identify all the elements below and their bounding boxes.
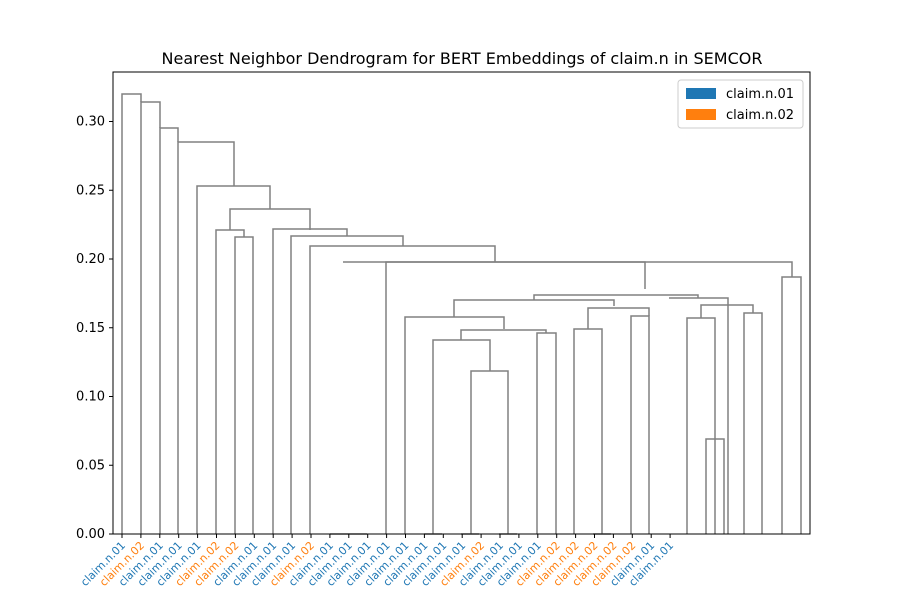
y-tick-label: 0.10: [76, 390, 105, 405]
y-tick-label: 0.05: [76, 458, 105, 473]
dendrogram-link: [470, 370, 509, 534]
dendrogram-link: [196, 185, 271, 534]
plot-area: [112, 71, 811, 535]
dendrogram-link: [177, 141, 235, 534]
dendrogram-link: [121, 93, 142, 534]
dendrogram-link: [587, 307, 650, 329]
dendrogram-link: [234, 236, 254, 534]
dendrogram-link: [140, 101, 161, 534]
dendrogram-link: [385, 261, 646, 534]
dendrogram-link: [743, 312, 763, 534]
legend-swatch: [686, 88, 716, 99]
dendrogram-link: [159, 127, 179, 534]
dendrogram-link: [630, 315, 650, 534]
legend-label: claim.n.01: [726, 87, 794, 102]
legend-label: claim.n.02: [726, 108, 794, 123]
dendrogram-link: [705, 438, 725, 534]
chart-title: Nearest Neighbor Dendrogram for BERT Emb…: [162, 49, 763, 68]
dendrogram-link: [460, 329, 547, 340]
y-tick-label: 0.30: [76, 115, 105, 130]
plot-frame: [112, 71, 811, 535]
legend: claim.n.01 claim.n.02: [677, 79, 804, 129]
y-tick-label: 0.25: [76, 183, 105, 198]
dendrogram-link: [669, 297, 729, 534]
dendrogram-link: [229, 208, 311, 230]
dendrogram-link: [700, 304, 754, 318]
dendrogram-link: [309, 245, 496, 534]
dendrogram-link: [290, 235, 404, 534]
dendrogram-link: [533, 294, 699, 300]
dendrogram-link: [781, 276, 802, 534]
legend-swatch: [686, 109, 716, 120]
y-tick-label: 0.15: [76, 321, 105, 336]
dendrogram-link: [272, 228, 348, 534]
y-tick-label: 0.20: [76, 252, 105, 267]
dendrogram-link: [536, 332, 557, 534]
y-tick-label: 0.00: [76, 527, 105, 542]
y-axis: 0.00 0.05 0.10 0.15 0.20 0.25 0.30: [76, 115, 113, 542]
x-axis: claim.n.01claim.n.02claim.n.01claim.n.01…: [78, 534, 676, 589]
